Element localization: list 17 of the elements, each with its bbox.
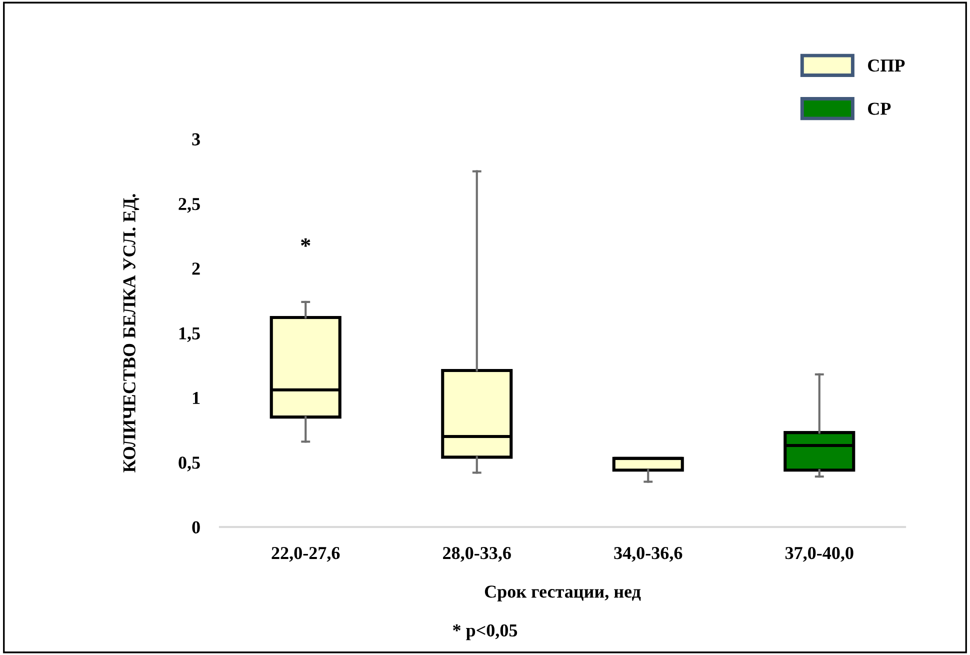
- legend-label: СР: [868, 102, 891, 115]
- y-tick-label: 2: [192, 262, 200, 275]
- x-tick-label: 28,0-33,6: [443, 546, 511, 562]
- y-tick-label: 3: [192, 133, 200, 146]
- x-axis-title: Срок гестации, нед: [484, 586, 641, 602]
- text: * p<0,05: [453, 624, 518, 640]
- y-tick-label: 1: [192, 392, 200, 404]
- x-tick-label: 37,0-40,0: [785, 546, 854, 562]
- x-tick-label: 22,0-27,6: [272, 546, 340, 562]
- y-tick-label: 0,5: [178, 456, 200, 472]
- x-tick-label: 34,0-36,6: [614, 546, 682, 562]
- legend-label: СПР: [868, 59, 905, 72]
- y-tick-label: 1,5: [179, 327, 200, 342]
- y-axis-title: КОЛИЧЕСТВО БЕЛКА УСЛ. ЕД.: [123, 194, 140, 472]
- y-tick-label: 2,5: [178, 198, 200, 213]
- y-tick-label: 0: [192, 521, 200, 534]
- annotation: *: [300, 238, 310, 247]
